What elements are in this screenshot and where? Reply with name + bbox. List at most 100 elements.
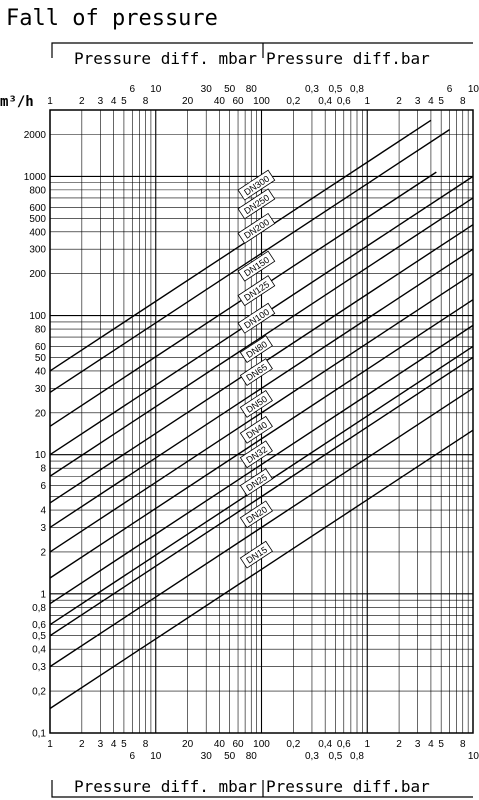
x-tick-label-bottom: 40: [214, 739, 226, 750]
series-line-dn20: [49, 387, 474, 668]
x-tick-label-bottom: 5: [121, 739, 127, 750]
x-tick-label-bottom-lowered: 6: [130, 751, 136, 762]
x-tick-label-top: 2: [79, 96, 85, 107]
bottom-xlabel-bar: Pressure diff.bar: [266, 777, 430, 796]
bottom-xlabel-mbar: Pressure diff. mbar: [74, 777, 257, 796]
y-tick-label: 2000: [24, 130, 47, 141]
y-axis-label: m³/h: [0, 94, 34, 110]
x-tick-label-bottom-lowered: 10: [150, 751, 162, 762]
x-tick-label-bottom: 8: [143, 739, 149, 750]
x-tick-label-top-raised: 0,8: [350, 84, 364, 95]
y-tick-label: 400: [29, 227, 46, 238]
x-tick-label-bottom: 20: [182, 739, 194, 750]
x-tick-label-bottom: 1: [47, 739, 53, 750]
x-tick-label-bottom: 8: [460, 739, 466, 750]
x-tick-label-top-raised: 10: [150, 84, 162, 95]
x-tick-label-top-raised: 50: [224, 84, 236, 95]
series-line-dn65: [49, 273, 474, 553]
x-tick-label-top: 2: [396, 96, 402, 107]
y-tick-label: 30: [35, 384, 47, 395]
y-tick-label: 0,1: [32, 729, 46, 740]
x-tick-label-top: 3: [98, 96, 104, 107]
x-tick-label-bottom: 4: [428, 739, 434, 750]
y-tick-label: 100: [29, 311, 46, 322]
series-line-dn80: [49, 248, 474, 529]
x-tick-label-top-raised: 10: [468, 84, 479, 95]
series-line-dn125: [49, 197, 474, 477]
x-tick-label-top: 3: [415, 96, 421, 107]
x-tick-label-top: 1: [47, 96, 53, 107]
x-tick-label-bottom: 3: [98, 739, 104, 750]
x-tick-label-bottom-lowered: 80: [246, 751, 258, 762]
series-line-dn40: [49, 324, 474, 605]
x-tick-label-bottom-lowered: 50: [224, 751, 236, 762]
x-tick-label-top-raised: 6: [130, 84, 136, 95]
y-tick-label: 2: [40, 547, 46, 558]
y-tick-label: 8: [40, 464, 46, 475]
y-tick-label: 200: [29, 269, 46, 280]
y-tick-label: 0,3: [32, 662, 46, 673]
x-tick-label-top: 20: [182, 96, 194, 107]
x-tick-label-top-raised: 0,3: [305, 84, 319, 95]
x-tick-label-top: 40: [214, 96, 226, 107]
x-tick-label-top: 60: [232, 96, 244, 107]
y-tick-label: 0,2: [32, 687, 46, 698]
x-tick-label-top: 8: [143, 96, 149, 107]
x-tick-label-top: 4: [111, 96, 117, 107]
x-tick-label-top: 0,4: [318, 96, 332, 107]
chart-title: Fall of pressure: [6, 6, 218, 31]
x-tick-label-top: 5: [438, 96, 444, 107]
top-axis-header: Pressure diff. mbar Pressure diff.bar: [51, 42, 473, 68]
x-tick-label-bottom: 2: [79, 739, 85, 750]
series-line-dn300: [49, 119, 432, 372]
y-tick-label: 40: [35, 366, 47, 377]
x-tick-label-bottom: 4: [111, 739, 117, 750]
series-line-dn250: [49, 129, 450, 394]
x-tick-label-top: 4: [428, 96, 434, 107]
x-tick-label-top-raised: 6: [447, 84, 453, 95]
x-tick-label-bottom: 100: [253, 739, 270, 750]
x-tick-label-top-raised: 80: [246, 84, 258, 95]
x-tick-label-bottom-lowered: 10: [468, 751, 479, 762]
bottom-axis-header: Pressure diff. mbar Pressure diff.bar: [51, 777, 473, 798]
y-tick-label: 1000: [24, 172, 47, 183]
x-tick-label-bottom: 2: [396, 739, 402, 750]
y-tick-label: 3: [40, 523, 46, 534]
x-tick-label-bottom: 0,4: [318, 739, 332, 750]
x-tick-label-bottom-lowered: 0,3: [305, 751, 319, 762]
x-tick-label-bottom-lowered: 0,5: [328, 751, 342, 762]
top-xlabel-mbar: Pressure diff. mbar: [74, 49, 257, 68]
y-tick-label: 6: [40, 481, 46, 492]
y-tick-label: 0,5: [32, 631, 46, 642]
y-tick-label: 0,8: [32, 603, 46, 614]
series-line-dn15: [49, 429, 474, 710]
series-line-dn25: [49, 356, 474, 637]
x-tick-label-bottom-lowered: 30: [201, 751, 213, 762]
x-tick-label-bottom: 0,6: [337, 739, 351, 750]
series-line-dn50: [49, 299, 474, 579]
y-tick-label: 60: [35, 342, 47, 353]
x-tick-label-top: 100: [253, 96, 270, 107]
x-tick-label-top: 8: [460, 96, 466, 107]
x-tick-label-bottom: 1: [364, 739, 370, 750]
x-tick-label-top-raised: 30: [201, 84, 213, 95]
x-tick-label-bottom: 0,2: [286, 739, 300, 750]
y-tick-label: 1: [40, 589, 46, 600]
y-tick-label: 10: [35, 450, 47, 461]
x-tick-label-top-raised: 0,5: [328, 84, 342, 95]
x-tick-label-bottom: 60: [232, 739, 244, 750]
y-tick-label: 300: [29, 245, 46, 256]
top-xlabel-bar: Pressure diff.bar: [266, 49, 430, 68]
y-tick-label: 50: [35, 353, 47, 364]
x-tick-label-top: 5: [121, 96, 127, 107]
y-tick-label: 20: [35, 408, 47, 419]
y-tick-label: 0,6: [32, 620, 46, 631]
y-tick-label: 80: [35, 325, 47, 336]
x-tick-label-bottom: 5: [438, 739, 444, 750]
y-tick-label: 800: [29, 185, 46, 196]
x-tick-label-bottom: 3: [415, 739, 421, 750]
x-tick-label-top: 1: [364, 96, 370, 107]
x-tick-label-bottom-lowered: 0,8: [350, 751, 364, 762]
